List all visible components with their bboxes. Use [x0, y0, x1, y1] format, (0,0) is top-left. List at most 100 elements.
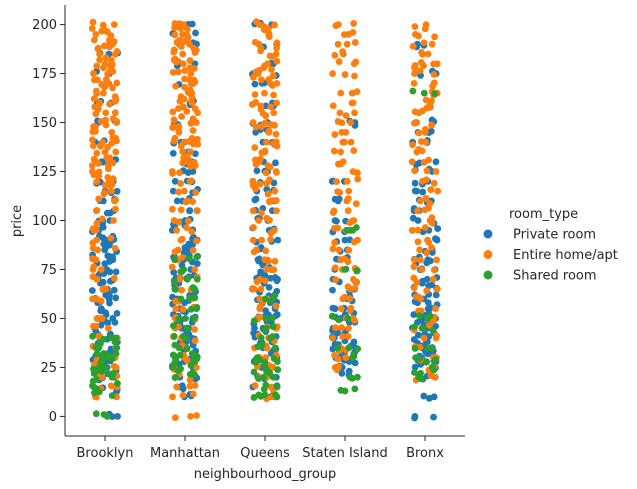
data-point	[431, 356, 439, 363]
data-point	[339, 333, 347, 340]
data-point	[273, 207, 280, 215]
data-point	[347, 119, 355, 126]
data-point	[102, 109, 110, 117]
data-point	[272, 344, 279, 352]
data-point	[92, 376, 100, 383]
data-point	[183, 357, 191, 364]
data-point	[186, 294, 193, 302]
data-point	[353, 224, 360, 231]
data-point	[182, 198, 190, 206]
data-point	[181, 67, 189, 75]
data-point	[420, 392, 428, 400]
data-point	[420, 89, 428, 97]
data-point	[175, 188, 182, 196]
data-point	[102, 121, 110, 129]
data-point	[173, 38, 181, 46]
x-tick-label: Brooklyn	[77, 446, 134, 461]
data-point	[345, 246, 353, 254]
data-point	[328, 312, 336, 320]
data-point	[250, 224, 257, 231]
data-point	[93, 315, 101, 322]
data-point	[193, 355, 201, 363]
data-point	[179, 60, 187, 68]
data-point	[108, 181, 116, 188]
data-point	[343, 40, 351, 48]
data-point	[267, 103, 275, 111]
data-point	[190, 65, 198, 72]
data-point	[255, 375, 262, 383]
data-point	[92, 110, 100, 118]
data-point	[170, 332, 178, 340]
data-point	[335, 58, 343, 65]
data-point	[421, 126, 429, 133]
data-point	[425, 156, 432, 164]
data-point	[263, 214, 271, 222]
data-point	[267, 297, 275, 305]
data-point	[427, 186, 435, 194]
legend-entries: Private room Entire home/apt Shared room	[483, 228, 618, 284]
data-point	[113, 79, 121, 87]
data-point	[184, 274, 192, 282]
data-point	[114, 413, 121, 420]
data-point	[426, 312, 434, 320]
data-point	[191, 337, 199, 345]
data-point	[258, 76, 265, 84]
data-point	[191, 294, 199, 302]
data-point	[251, 91, 259, 98]
data-point	[110, 274, 118, 282]
legend: room_type Private room Entire home/apt Sha…	[483, 207, 618, 284]
data-point	[102, 54, 110, 62]
data-point	[90, 95, 98, 103]
data-point	[334, 329, 341, 337]
data-point	[97, 297, 105, 305]
data-point	[271, 187, 279, 195]
data-point	[111, 50, 119, 58]
data-point	[194, 135, 201, 143]
data-point	[263, 180, 271, 187]
data-point	[183, 25, 191, 33]
data-point	[334, 188, 342, 196]
data-point	[187, 413, 194, 420]
data-point	[183, 324, 191, 332]
data-point	[250, 368, 258, 376]
data-point	[412, 293, 420, 301]
data-point	[263, 344, 271, 352]
data-point	[335, 246, 343, 254]
data-point	[345, 367, 353, 375]
data-point	[177, 268, 185, 276]
data-point	[171, 248, 179, 256]
x-tick-label: Manhattan	[150, 446, 220, 461]
data-point	[101, 148, 109, 156]
data-point	[410, 284, 418, 292]
data-point	[329, 334, 336, 342]
data-point	[338, 128, 346, 136]
data-point	[266, 163, 274, 171]
data-point	[106, 100, 113, 108]
data-point	[90, 155, 98, 163]
data-point	[170, 278, 178, 286]
data-point	[261, 391, 269, 399]
data-point	[426, 257, 434, 265]
data-point	[177, 25, 185, 32]
data-point	[423, 167, 431, 175]
data-point	[192, 29, 199, 37]
data-point	[339, 48, 347, 56]
data-point	[108, 128, 116, 136]
data-point	[430, 366, 438, 374]
data-point	[93, 149, 101, 157]
data-point	[112, 268, 120, 276]
data-point	[191, 49, 199, 57]
data-point	[427, 372, 435, 379]
data-point	[186, 382, 194, 390]
data-point	[106, 268, 114, 276]
data-point	[90, 322, 97, 330]
data-point	[410, 274, 418, 282]
data-point	[257, 47, 264, 55]
data-point	[411, 108, 419, 116]
data-point	[433, 285, 441, 293]
data-point	[100, 190, 108, 198]
data-point	[423, 358, 430, 366]
data-point	[415, 32, 422, 40]
data-point	[194, 109, 202, 117]
y-tick-label: 150	[32, 116, 57, 131]
